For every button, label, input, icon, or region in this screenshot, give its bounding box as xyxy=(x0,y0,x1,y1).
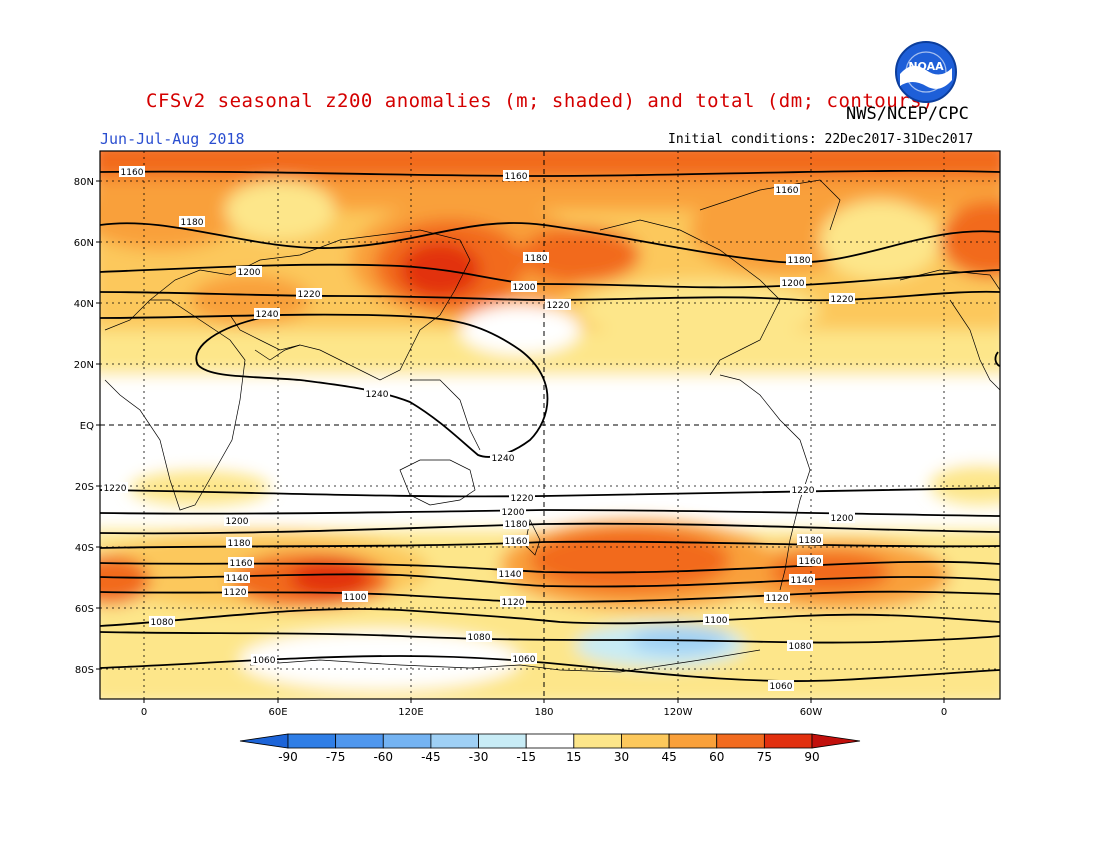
contour-label: 1200 xyxy=(502,508,525,518)
colorbar-label: 15 xyxy=(566,750,581,764)
contour-label: 1180 xyxy=(505,520,528,530)
contour-label: 1140 xyxy=(791,576,814,586)
contour-label: 1120 xyxy=(224,588,247,598)
colorbar-label: 90 xyxy=(804,750,819,764)
contour-label: 1200 xyxy=(831,514,854,524)
contour-label: 1160 xyxy=(776,186,799,196)
lat-tick-label: EQ xyxy=(80,421,94,432)
colorbar-label: -75 xyxy=(326,750,346,764)
initial-conditions: Initial conditions: 22Dec2017-31Dec2017 xyxy=(668,132,974,147)
contour-label: 1140 xyxy=(226,574,249,584)
noaa-logo-text: NOAA xyxy=(908,60,944,73)
latitude-axis: 80N 60N 40N 20N EQ 20S 40S 60S 80S xyxy=(74,177,94,676)
contour-label: 1220 xyxy=(104,484,127,494)
contour-label: 1200 xyxy=(226,517,249,527)
noaa-logo-icon: NOAA xyxy=(895,41,957,103)
contour-label: 1120 xyxy=(502,598,525,608)
colorbar-segment xyxy=(478,733,527,749)
colorbar-segment xyxy=(525,733,575,749)
colorbar-segment xyxy=(716,733,765,749)
forecast-period: Jun-Jul-Aug 2018 xyxy=(100,130,245,148)
contour-label: 1180 xyxy=(788,256,811,266)
map-gridlines xyxy=(100,151,1000,699)
lat-tick-label: 20S xyxy=(75,482,94,493)
lon-tick-label: 0 xyxy=(941,707,947,718)
lat-tick-label: 60N xyxy=(74,238,94,249)
colorbar-segment xyxy=(573,733,622,749)
contour-label: 1100 xyxy=(705,616,728,626)
lat-tick-label: 40S xyxy=(75,543,94,554)
colorbar-segment xyxy=(668,733,718,749)
colorbar-label: -45 xyxy=(421,750,441,764)
contour-label: 1160 xyxy=(505,172,528,182)
colorbar-segment xyxy=(287,733,337,749)
colorbar-segment xyxy=(811,733,861,749)
colorbar-label: 75 xyxy=(757,750,772,764)
contour-label: 1080 xyxy=(468,633,491,643)
contour-label: 1100 xyxy=(344,593,367,603)
contour-label: 1220 xyxy=(298,290,321,300)
lon-tick-label: 60E xyxy=(268,707,287,718)
agency-label: NWS/NCEP/CPC xyxy=(846,104,969,124)
equator-dateline xyxy=(100,151,1000,699)
colorbar-segment xyxy=(763,733,813,749)
lat-tick-label: 60S xyxy=(75,604,94,615)
lat-tick-label: 40N xyxy=(74,299,94,310)
lon-tick-label: 60W xyxy=(800,707,823,718)
contour-labels: 1160 1160 1160 1180 1180 1180 1200 1200 … xyxy=(102,166,855,692)
lon-tick-label: 120E xyxy=(398,707,423,718)
lon-tick-label: 0 xyxy=(141,707,147,718)
contour-label: 1200 xyxy=(782,279,805,289)
contour-label: 1220 xyxy=(547,301,570,311)
contour-label: 1060 xyxy=(770,682,793,692)
height-contours xyxy=(100,169,1000,682)
colorbar-label: -15 xyxy=(516,750,536,764)
contour-label: 1160 xyxy=(799,557,822,567)
contour-label: 1240 xyxy=(366,390,389,400)
chart-title: CFSv2 seasonal z200 anomalies (m; shaded… xyxy=(146,90,934,112)
coastlines xyxy=(104,179,1000,673)
contour-label: 1240 xyxy=(492,454,515,464)
contour-label: 1080 xyxy=(151,618,174,628)
contour-label: 1200 xyxy=(513,283,536,293)
contour-label: 1120 xyxy=(766,594,789,604)
contour-label: 1160 xyxy=(121,168,144,178)
contour-label: 1220 xyxy=(511,494,534,504)
colorbar-label: -60 xyxy=(373,750,393,764)
colorbar-segment xyxy=(382,733,432,749)
contour-label: 1180 xyxy=(799,536,822,546)
contour-label: 1220 xyxy=(831,295,854,305)
contour-label: 1180 xyxy=(181,218,204,228)
contour-label: 1060 xyxy=(513,655,536,665)
contour-label: 1140 xyxy=(499,570,522,580)
lat-tick-label: 80S xyxy=(75,665,94,676)
colorbar-label: -30 xyxy=(469,750,489,764)
colorbar-label: 30 xyxy=(614,750,629,764)
contour-label: 1160 xyxy=(230,559,253,569)
lat-tick-label: 80N xyxy=(74,177,94,188)
contour-label: 1180 xyxy=(228,539,251,549)
contour-label: 1180 xyxy=(525,254,548,264)
contour-label: 1220 xyxy=(792,486,815,496)
contour-label: 1200 xyxy=(238,268,261,278)
lat-tick-marks xyxy=(96,180,945,703)
colorbar-segment xyxy=(239,733,289,749)
contour-label: 1240 xyxy=(256,310,279,320)
lon-tick-label: 180 xyxy=(534,707,553,718)
colorbar-segment xyxy=(335,733,384,749)
colorbar-segment xyxy=(621,733,670,749)
lon-tick-label: 120W xyxy=(664,707,693,718)
colorbar-label: 45 xyxy=(661,750,676,764)
lat-tick-label: 20N xyxy=(74,360,94,371)
contour-label: 1080 xyxy=(789,642,812,652)
colorbar-segment xyxy=(430,733,479,749)
colorbar-label: 60 xyxy=(709,750,724,764)
longitude-axis: 0 60E 120E 180 120W 60W 0 xyxy=(141,707,947,718)
colorbar-label: -90 xyxy=(278,750,298,764)
contour-label: 1060 xyxy=(253,656,276,666)
contour-label: 1160 xyxy=(505,537,528,547)
